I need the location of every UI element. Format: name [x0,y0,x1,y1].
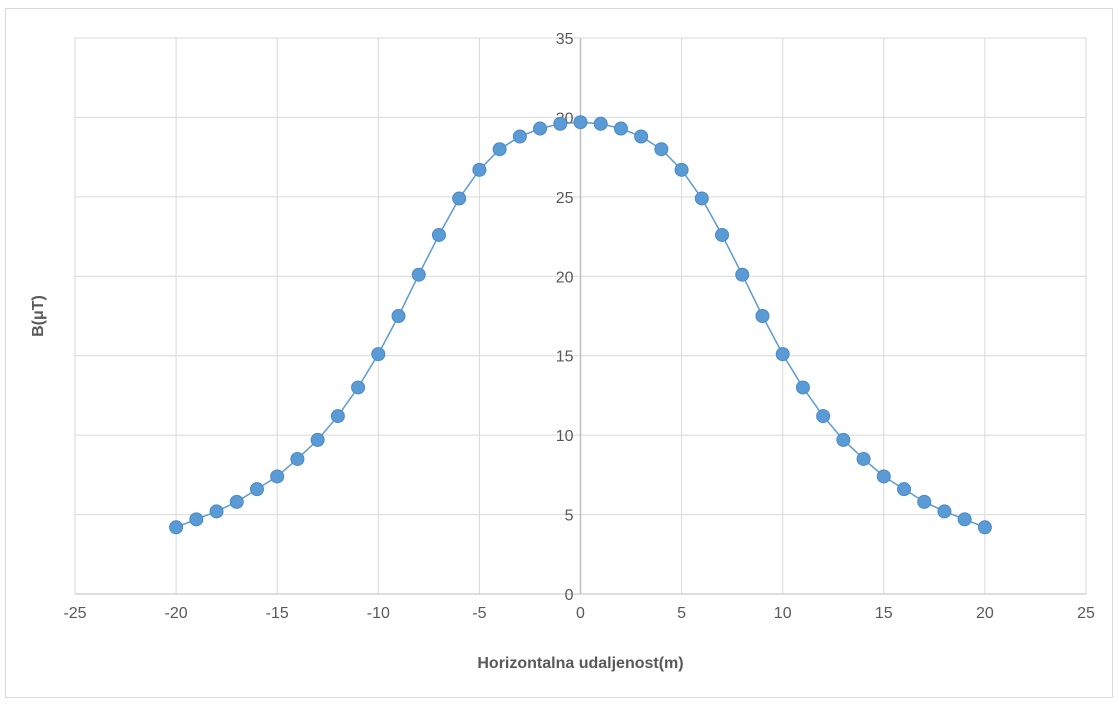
data-point [573,115,588,130]
data-point [856,451,871,466]
data-point [512,129,527,144]
data-point [735,267,750,282]
data-point [613,121,628,136]
data-point [169,520,184,535]
y-tick-label: 0 [565,587,574,604]
data-point [553,116,568,131]
y-tick-label: 20 [556,269,574,286]
data-point [411,267,426,282]
data-point [937,504,952,519]
data-point [371,347,386,362]
data-point [249,482,264,497]
chart-frame: -25-20-15-10-5051015202505101520253035 H… [5,8,1113,698]
data-point [391,309,406,323]
data-point [330,409,345,424]
y-tick-label: 10 [556,428,574,445]
data-point [836,432,851,447]
data-point [290,451,305,466]
data-point [977,520,992,535]
x-tick-label: -25 [63,605,86,622]
data-point [654,142,669,157]
data-point [897,482,912,497]
y-tick-label: 15 [556,349,574,366]
data-point [795,380,810,395]
data-point [917,494,932,509]
x-tick-label: 5 [677,605,686,622]
x-tick-label: 0 [576,605,585,622]
x-tick-label: 25 [1077,605,1095,622]
data-point [189,512,204,527]
y-tick-label: 35 [556,31,574,48]
axes [75,38,1086,595]
data-point [775,347,790,362]
x-tick-label: -5 [472,605,486,622]
tick-labels: -25-20-15-10-5051015202505101520253035 [63,31,1095,622]
data-point [876,469,891,484]
x-tick-label: 15 [875,605,893,622]
data-point [674,162,689,177]
data-point [816,409,831,424]
data-point [472,162,487,177]
data-point [593,116,608,131]
data-point [694,191,709,206]
data-point [755,309,770,323]
y-tick-label: 5 [565,508,574,525]
data-point [715,227,730,242]
scatter-chart: -25-20-15-10-5051015202505101520253035 H… [30,31,1095,672]
data-point [310,432,325,447]
x-tick-label: -20 [165,605,188,622]
x-tick-label: 10 [774,605,792,622]
data-point [270,469,285,484]
data-point [229,494,244,509]
y-axis-title: B(μT) [30,295,47,337]
data-point [431,227,446,242]
x-tick-label: -15 [266,605,289,622]
data-point [957,512,972,527]
x-tick-label: 20 [976,605,994,622]
x-tick-label: -10 [367,605,390,622]
series [169,115,992,535]
data-point [492,142,507,157]
data-point [209,504,224,519]
data-point [452,191,467,206]
data-point [634,129,649,144]
data-point [351,380,366,395]
y-tick-label: 25 [556,190,574,207]
x-axis-title: Horizontalna udaljenost(m) [477,655,683,672]
data-point [533,121,548,136]
